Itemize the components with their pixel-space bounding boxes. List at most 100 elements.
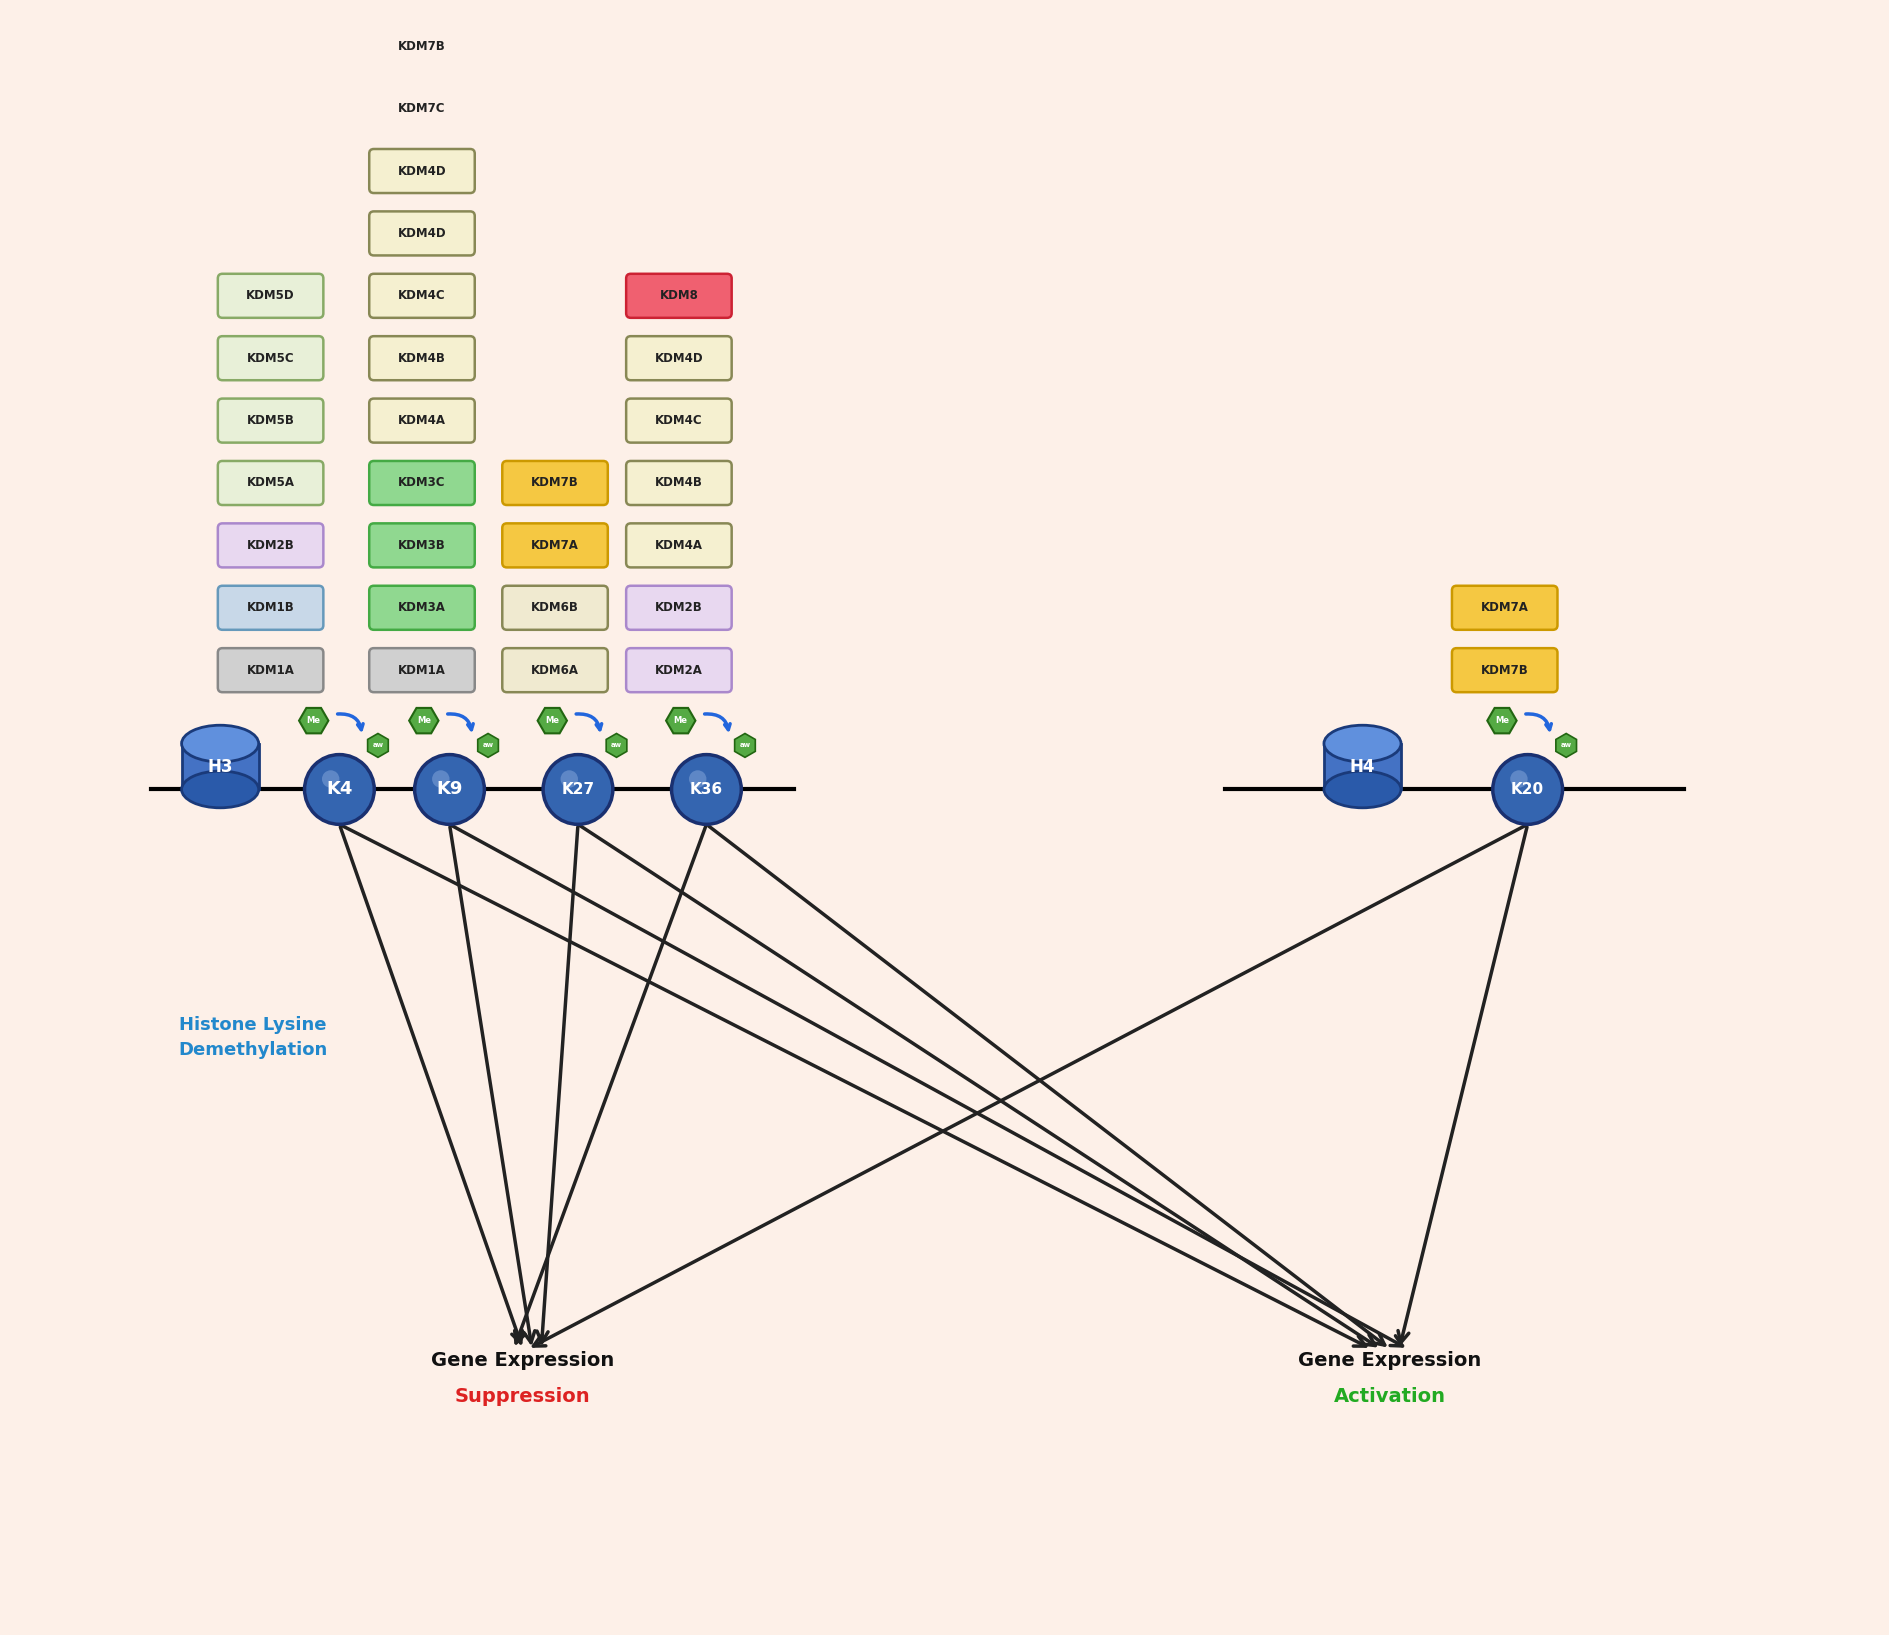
- FancyBboxPatch shape: [217, 523, 323, 567]
- Circle shape: [414, 755, 484, 824]
- Text: KDM3C: KDM3C: [399, 476, 446, 489]
- FancyBboxPatch shape: [368, 25, 474, 69]
- Polygon shape: [1324, 744, 1400, 790]
- Text: Suppression: Suppression: [455, 1388, 591, 1406]
- Polygon shape: [1487, 708, 1515, 734]
- FancyBboxPatch shape: [368, 399, 474, 443]
- Text: KDM4C: KDM4C: [655, 414, 703, 427]
- Text: aw: aw: [739, 742, 750, 749]
- FancyBboxPatch shape: [368, 273, 474, 317]
- FancyBboxPatch shape: [368, 87, 474, 131]
- Text: Gene Expression: Gene Expression: [1298, 1351, 1481, 1370]
- Text: KDM3B: KDM3B: [399, 540, 446, 553]
- Text: K9: K9: [436, 780, 463, 798]
- Text: KDM6B: KDM6B: [531, 602, 578, 615]
- Text: aw: aw: [482, 742, 493, 749]
- Polygon shape: [298, 708, 329, 734]
- FancyBboxPatch shape: [502, 585, 608, 629]
- FancyBboxPatch shape: [625, 399, 731, 443]
- Text: KDM7A: KDM7A: [531, 540, 578, 553]
- Text: KDM2B: KDM2B: [247, 540, 295, 553]
- Text: KDM2B: KDM2B: [655, 602, 703, 615]
- FancyBboxPatch shape: [217, 273, 323, 317]
- Circle shape: [433, 770, 450, 788]
- Text: KDM4B: KDM4B: [399, 352, 446, 365]
- Text: KDM5D: KDM5D: [246, 289, 295, 302]
- FancyBboxPatch shape: [217, 647, 323, 692]
- Polygon shape: [665, 708, 695, 734]
- Text: Me: Me: [1494, 716, 1507, 726]
- FancyBboxPatch shape: [368, 585, 474, 629]
- Ellipse shape: [1324, 772, 1400, 808]
- FancyBboxPatch shape: [625, 337, 731, 381]
- FancyBboxPatch shape: [368, 647, 474, 692]
- Text: aw: aw: [1560, 742, 1572, 749]
- FancyBboxPatch shape: [1451, 585, 1557, 629]
- Circle shape: [1492, 755, 1562, 824]
- Circle shape: [689, 770, 706, 788]
- FancyBboxPatch shape: [625, 647, 731, 692]
- Text: KDM6A: KDM6A: [531, 664, 578, 677]
- Text: aw: aw: [372, 742, 383, 749]
- Text: KDM7B: KDM7B: [531, 476, 578, 489]
- Text: Activation: Activation: [1334, 1388, 1445, 1406]
- Circle shape: [671, 755, 740, 824]
- Polygon shape: [408, 708, 438, 734]
- Text: KDM7B: KDM7B: [1481, 664, 1528, 677]
- FancyBboxPatch shape: [368, 211, 474, 255]
- Polygon shape: [478, 734, 499, 757]
- FancyBboxPatch shape: [368, 337, 474, 381]
- FancyBboxPatch shape: [625, 273, 731, 317]
- Text: KDM4D: KDM4D: [654, 352, 703, 365]
- Text: KDM1B: KDM1B: [247, 602, 295, 615]
- Text: Me: Me: [417, 716, 431, 726]
- FancyBboxPatch shape: [368, 523, 474, 567]
- Circle shape: [561, 770, 578, 788]
- Polygon shape: [181, 744, 259, 790]
- Ellipse shape: [181, 772, 259, 808]
- Ellipse shape: [181, 726, 259, 762]
- Circle shape: [542, 755, 612, 824]
- FancyBboxPatch shape: [217, 585, 323, 629]
- Text: Histone Lysine
Demethylation: Histone Lysine Demethylation: [179, 1015, 329, 1059]
- Text: KDM5B: KDM5B: [247, 414, 295, 427]
- Text: Gene Expression: Gene Expression: [431, 1351, 614, 1370]
- Text: KDM7A: KDM7A: [1479, 602, 1528, 615]
- Text: KDM4B: KDM4B: [655, 476, 703, 489]
- Text: KDM3A: KDM3A: [399, 602, 446, 615]
- Text: K20: K20: [1511, 782, 1543, 796]
- FancyBboxPatch shape: [217, 399, 323, 443]
- Text: KDM7B: KDM7B: [399, 39, 446, 52]
- Text: KDM4A: KDM4A: [399, 414, 446, 427]
- FancyBboxPatch shape: [625, 523, 731, 567]
- FancyBboxPatch shape: [368, 149, 474, 193]
- Text: KDM7C: KDM7C: [399, 101, 446, 114]
- Text: Me: Me: [306, 716, 321, 726]
- Polygon shape: [606, 734, 627, 757]
- Text: K27: K27: [561, 782, 595, 796]
- Text: KDM1A: KDM1A: [247, 664, 295, 677]
- Text: KDM5C: KDM5C: [247, 352, 295, 365]
- Text: KDM4A: KDM4A: [655, 540, 703, 553]
- Text: KDM4D: KDM4D: [397, 165, 446, 178]
- FancyBboxPatch shape: [217, 337, 323, 381]
- Text: K36: K36: [689, 782, 723, 796]
- FancyBboxPatch shape: [368, 461, 474, 505]
- FancyBboxPatch shape: [625, 585, 731, 629]
- Text: KDM4D: KDM4D: [397, 227, 446, 240]
- FancyBboxPatch shape: [368, 0, 474, 7]
- FancyBboxPatch shape: [502, 523, 608, 567]
- Text: aw: aw: [610, 742, 621, 749]
- Circle shape: [321, 770, 340, 788]
- Text: H3: H3: [208, 757, 232, 775]
- Text: Me: Me: [546, 716, 559, 726]
- FancyBboxPatch shape: [502, 461, 608, 505]
- Text: KDM4C: KDM4C: [399, 289, 446, 302]
- Circle shape: [1509, 770, 1526, 788]
- FancyBboxPatch shape: [625, 461, 731, 505]
- Polygon shape: [368, 734, 387, 757]
- Polygon shape: [536, 708, 567, 734]
- Circle shape: [304, 755, 374, 824]
- Polygon shape: [735, 734, 756, 757]
- Text: KDM5A: KDM5A: [246, 476, 295, 489]
